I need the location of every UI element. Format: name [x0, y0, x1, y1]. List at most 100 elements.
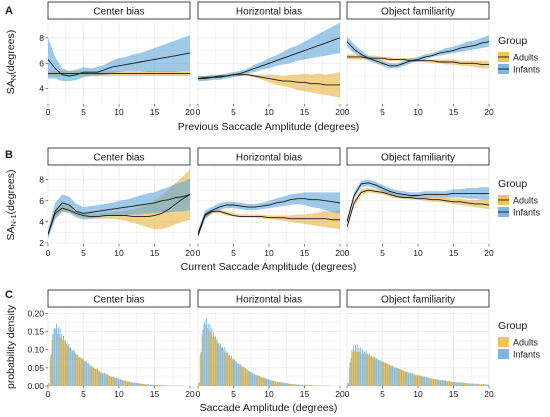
- x-tick-label: 5: [231, 107, 236, 117]
- histogram-bar-infants: [461, 382, 463, 386]
- histogram-bar-adults: [274, 380, 276, 386]
- histogram-bar-adults: [393, 366, 395, 386]
- histogram-bar-adults: [149, 384, 151, 386]
- histogram-bar-infants: [424, 376, 426, 386]
- histogram-bar-infants: [408, 372, 410, 386]
- histogram-bar-adults: [410, 372, 412, 386]
- x-tick-label: 5: [380, 389, 385, 399]
- histogram-bar-infants: [114, 377, 116, 386]
- histogram-bar-infants: [198, 382, 200, 386]
- x-axis-title: Previous Saccade Amplitude (degrees): [178, 121, 360, 133]
- histogram-bar-infants: [472, 383, 474, 386]
- panel-letter: A: [5, 5, 13, 17]
- mean-line-adults: [48, 194, 190, 235]
- histogram-bar-adults: [260, 376, 262, 386]
- histogram-bar-infants: [96, 368, 98, 386]
- histogram-bar-adults: [348, 367, 350, 386]
- histogram-bar-adults: [94, 367, 96, 386]
- plot-area: [198, 22, 340, 98]
- histogram-bar-adults: [441, 379, 442, 386]
- histogram-bar-infants: [402, 370, 404, 386]
- histogram-bar-adults: [293, 384, 295, 386]
- histogram-bar-infants: [248, 371, 250, 386]
- histogram-bar-infants: [121, 379, 123, 386]
- histogram-bar-adults: [361, 353, 363, 386]
- histogram-bar-adults: [78, 356, 80, 386]
- histogram-bar-adults: [215, 340, 217, 386]
- histogram-bar-infants: [312, 385, 314, 386]
- legend-label-adults: Adults: [513, 196, 539, 206]
- y-axis-title-subscript: N-1: [9, 214, 18, 226]
- histogram-bar-infants: [68, 344, 70, 386]
- histogram-bar-infants: [347, 382, 349, 386]
- histogram-bar-adults: [217, 343, 219, 386]
- x-tick-label: 20: [185, 248, 195, 258]
- histogram-bar-infants: [82, 358, 84, 386]
- histogram-bar-adults: [110, 375, 112, 386]
- histogram-bar-adults: [474, 383, 476, 386]
- x-tick-label: 15: [300, 107, 310, 117]
- histogram-bar-adults: [270, 380, 272, 386]
- x-tick-label: 20: [185, 389, 195, 399]
- histogram-bar-adults: [364, 354, 366, 386]
- histogram-bar-adults: [138, 383, 140, 386]
- histogram-bar-adults: [389, 364, 391, 386]
- histogram-bar-adults: [120, 379, 122, 386]
- histogram-bar-infants: [109, 375, 111, 386]
- plot-area: [48, 169, 190, 239]
- histogram-bar-adults: [198, 382, 199, 386]
- histogram-bar-infants: [452, 382, 454, 386]
- histogram-bar-adults: [394, 367, 396, 386]
- histogram-bar-infants: [392, 365, 394, 386]
- histogram-bar-infants: [91, 366, 93, 386]
- ci-band-adults: [198, 72, 340, 98]
- histogram-bar-infants: [125, 380, 127, 386]
- histogram-bar-adults: [403, 370, 405, 386]
- histogram-bar-infants: [227, 352, 229, 386]
- histogram-bar-adults: [407, 371, 409, 386]
- x-tick-label: 15: [449, 107, 459, 117]
- y-axis-title-main: SA: [5, 80, 17, 94]
- histogram-bar-adults: [256, 375, 258, 386]
- histogram-bar-infants: [79, 357, 80, 386]
- mean-line-adults: [198, 210, 340, 236]
- histogram-bar-adults: [249, 371, 251, 386]
- x-tick-label: 15: [150, 389, 160, 399]
- histogram-bar-infants: [130, 382, 132, 386]
- histogram-bar-adults: [283, 382, 285, 386]
- histogram-bar-infants: [413, 374, 415, 386]
- histogram-bar-adults: [347, 383, 348, 386]
- histogram-bar-adults: [370, 356, 371, 386]
- y-axis-title: SAN(degrees): [5, 30, 18, 94]
- histogram-bar-infants: [475, 383, 477, 386]
- histogram-bar-adults: [158, 385, 159, 386]
- histogram-bar-adults: [143, 383, 145, 386]
- plot-area: [48, 323, 183, 386]
- histogram-bar-infants: [466, 383, 468, 386]
- plot-area: [198, 192, 340, 238]
- histogram-bar-infants: [292, 384, 294, 386]
- histogram-bar-infants: [291, 384, 293, 386]
- histogram-bar-infants: [397, 368, 399, 386]
- histogram-bar-adults: [251, 372, 253, 386]
- x-tick-label: 5: [380, 107, 385, 117]
- histogram-bar-adults: [284, 383, 286, 386]
- histogram-bar-infants: [420, 375, 422, 386]
- histogram-bar-infants: [374, 356, 376, 386]
- x-tick-label: 15: [150, 248, 160, 258]
- legend: Group Adults Infants: [498, 178, 541, 218]
- legend-swatch-infants: [498, 349, 509, 359]
- histogram-bar-adults: [156, 384, 158, 386]
- histogram-bar-adults: [467, 383, 469, 386]
- ci-band-infants: [347, 35, 489, 69]
- histogram-bar-infants: [162, 385, 164, 386]
- histogram-bar-infants: [64, 340, 66, 386]
- x-tick-label: 0: [345, 107, 350, 117]
- histogram-bar-adults: [449, 381, 451, 386]
- x-axis-title: Current Saccade Amplitude (degrees): [181, 261, 357, 273]
- histogram-bar-adults: [101, 372, 103, 386]
- histogram-bar-adults: [134, 382, 136, 386]
- facet-strip: [47, 1, 191, 20]
- histogram-bar-infants: [465, 383, 466, 386]
